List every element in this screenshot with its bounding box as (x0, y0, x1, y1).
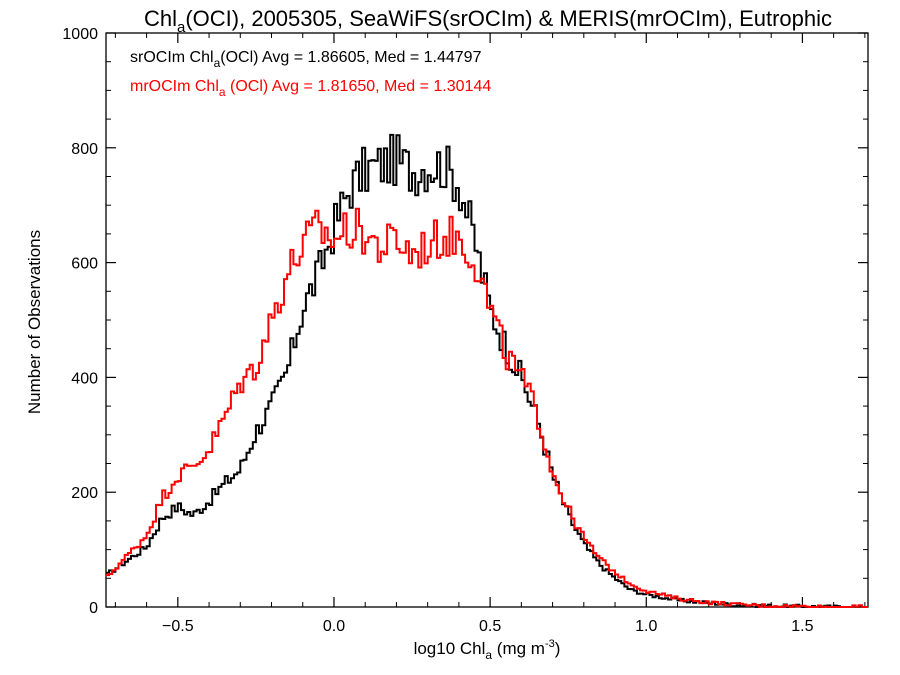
legend-entry-mrOCIm: mrOCIm Chla (OCl) Avg = 1.81650, Med = 1… (130, 78, 491, 99)
chart-title: Chla(OCI), 2005305, SeaWiFS(srOCIm) & ME… (144, 6, 832, 36)
series-line-mrOCIm (106, 207, 868, 608)
y-tick-label: 400 (71, 370, 98, 387)
y-axis-label: Number of Observations (25, 230, 44, 414)
legend-mrOCIm-sub: a (219, 85, 226, 99)
x-tick-label: 0.5 (479, 618, 501, 635)
x-label-superscript: -3 (545, 638, 555, 650)
y-tick-label: 800 (71, 141, 98, 158)
x-tick-label: 0.0 (323, 618, 345, 635)
x-tick-label: 1.0 (635, 618, 657, 635)
legend: srOCIm Chla(OCl) Avg = 1.86605, Med = 1.… (130, 49, 491, 99)
y-tick-label: 0 (89, 600, 98, 617)
y-tick-label: 200 (71, 485, 98, 502)
legend-mrOCIm-post: (OCl) Avg = 1.81650, Med = 1.30144 (226, 78, 492, 95)
x-label-pre: log10 Chl (414, 639, 486, 658)
title-rest: (OCI), 2005305, SeaWiFS(srOCIm) & MERIS(… (185, 6, 832, 31)
legend-srOCIm-pre: srOCIm Chl (130, 49, 214, 66)
x-axis-label: log10 Chla (mg m-3) (414, 638, 561, 662)
series-layer (106, 133, 868, 608)
x-label-subscript: a (485, 648, 492, 662)
y-tick-label: 1000 (62, 26, 98, 43)
legend-entry-srOCIm: srOCIm Chla(OCl) Avg = 1.86605, Med = 1.… (130, 49, 482, 70)
x-label-post: (mg m (492, 639, 545, 658)
y-tick-label: 600 (71, 256, 98, 273)
x-tick-label: 1.5 (791, 618, 813, 635)
legend-srOCIm-post: (OCl) Avg = 1.86605, Med = 1.44797 (220, 49, 481, 66)
x-label-end: ) (555, 639, 561, 658)
ticks-layer: −0.5 0.0 0.5 1.0 1.5 0 200 400 600 800 1000 (62, 26, 868, 635)
title-subscript: a (177, 19, 186, 36)
legend-mrOCIm-pre: mrOCIm Chl (130, 78, 219, 95)
x-tick-label: −0.5 (162, 618, 194, 635)
plot-frame (105, 32, 869, 608)
title-main: Chl (144, 6, 177, 31)
series-line-srOCIm (106, 133, 868, 608)
legend-srOCIm-sub: a (214, 56, 221, 70)
